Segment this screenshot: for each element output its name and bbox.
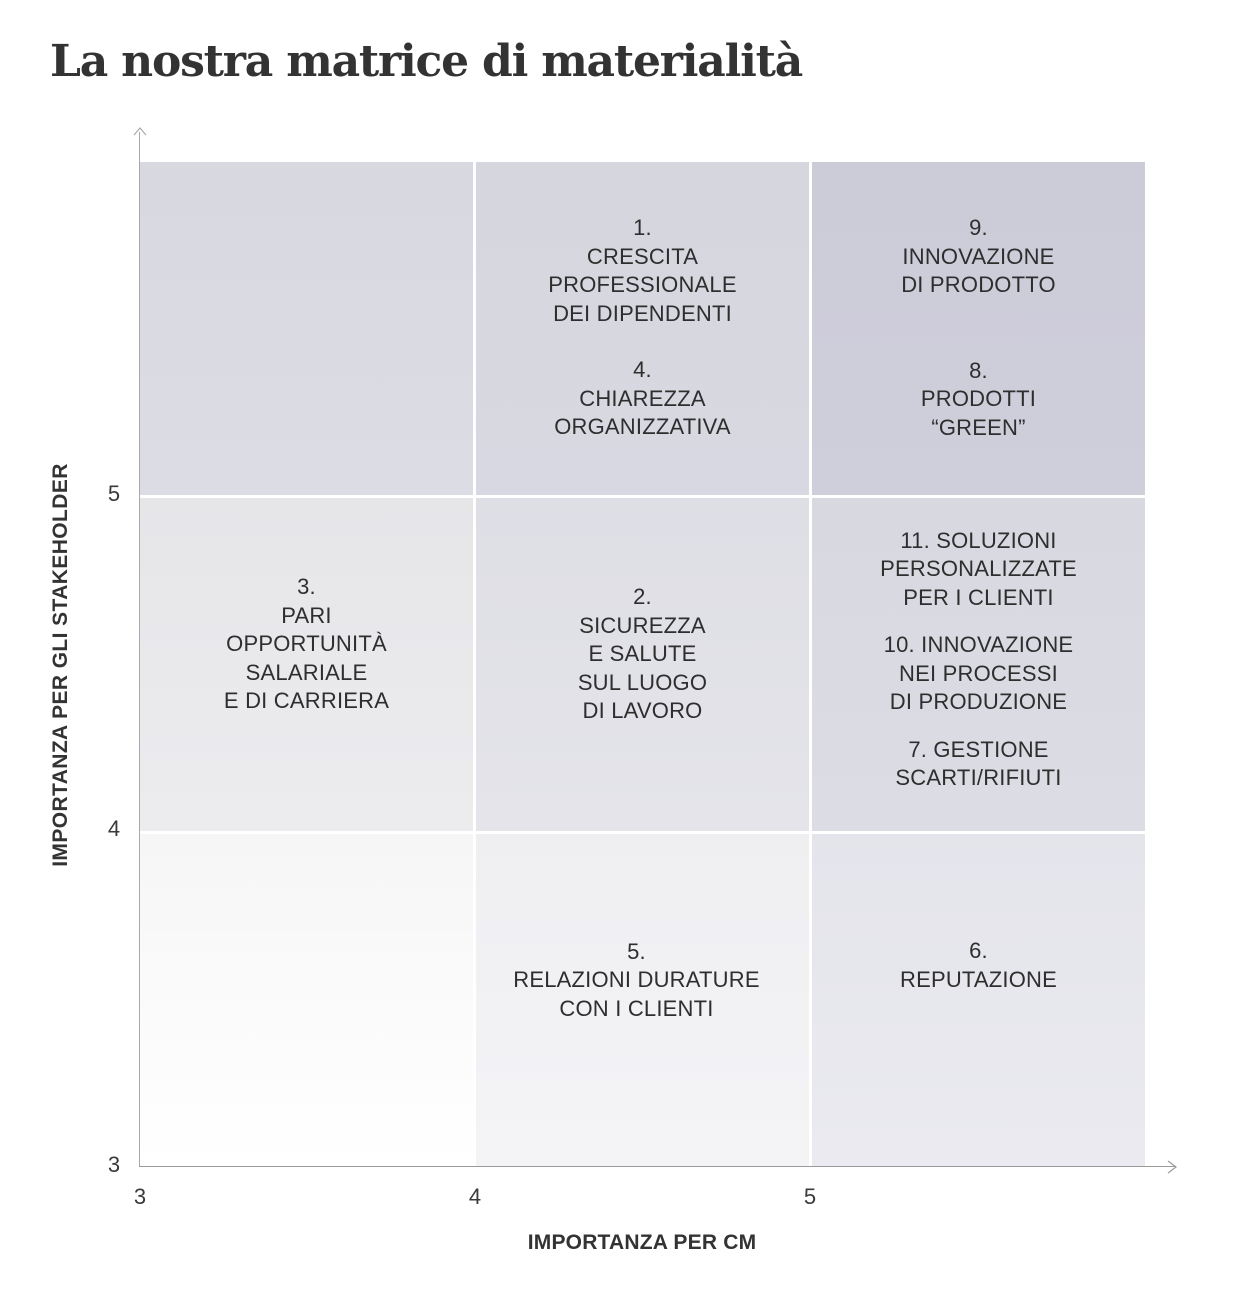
x-axis-line — [139, 1166, 1176, 1167]
topic-5-relazioni-durature: 5. RELAZIONI DURATURE CON I CLIENTI — [513, 938, 760, 1021]
y-tick-5: 5 — [107, 481, 121, 506]
cell-middle-middle: 2. SICUREZZA E SALUTE SUL LUOGO DI LAVOR… — [476, 498, 809, 831]
cell-top-middle: 1. CRESCITA PROFESSIONALE DEI DIPENDENTI… — [476, 162, 809, 495]
x-tick-5: 5 — [803, 1184, 817, 1209]
cell-bottom-left — [140, 834, 473, 1167]
y-axis-line — [139, 132, 140, 1167]
cell-top-left — [140, 162, 473, 495]
cell-middle-left: 3. PARI OPPORTUNITÀ SALARIALE E DI CARRI… — [140, 498, 473, 831]
chart-title: La nostra matrice di materialità — [50, 36, 803, 87]
topic-11-soluzioni-personalizzate: 11. SOLUZIONI PERSONALIZZATE PER I CLIEN… — [880, 527, 1077, 610]
arrow-right-icon — [1167, 1160, 1177, 1174]
topic-10-innovazione-processi: 10. INNOVAZIONE NEI PROCESSI DI PRODUZIO… — [883, 632, 1074, 714]
y-axis-label: IMPORTANZA PER GLI STAKEHOLDER — [49, 463, 72, 867]
topic-8-prodotti-green: 8. PRODOTTI “GREEN” — [920, 357, 1037, 440]
x-tick-3: 3 — [133, 1184, 147, 1209]
topic-2-sicurezza-salute: 2. SICUREZZA E SALUTE SUL LUOGO DI LAVOR… — [577, 584, 708, 724]
topic-6-reputazione: 6. REPUTAZIONE — [899, 938, 1058, 992]
cell-middle-right: 11. SOLUZIONI PERSONALIZZATE PER I CLIEN… — [812, 498, 1145, 831]
x-tick-4: 4 — [468, 1184, 482, 1209]
topic-3-pari-opportunita: 3. PARI OPPORTUNITÀ SALARIALE E DI CARRI… — [223, 574, 390, 714]
materiality-matrix: 1. CRESCITA PROFESSIONALE DEI DIPENDENTI… — [140, 162, 1145, 1167]
topic-1-crescita-professionale: 1. CRESCITA PROFESSIONALE DEI DIPENDENTI — [548, 215, 737, 326]
topic-9-innovazione-prodotto: 9. INNOVAZIONE DI PRODOTTO — [901, 215, 1056, 297]
x-axis-label: IMPORTANZA PER CM — [527, 1231, 757, 1254]
y-tick-3: 3 — [107, 1152, 121, 1177]
arrow-up-icon — [133, 127, 147, 136]
topic-7-gestione-scarti: 7. GESTIONE SCARTI/RIFIUTI — [895, 736, 1062, 791]
cell-bottom-right: 6. REPUTAZIONE — [812, 834, 1145, 1167]
y-tick-4: 4 — [107, 816, 121, 841]
topic-4-chiarezza-organizzativa: 4. CHIAREZZA ORGANIZZATIVA — [554, 357, 731, 439]
cell-bottom-middle: 5. RELAZIONI DURATURE CON I CLIENTI — [476, 834, 809, 1167]
matrix-grid: 1. CRESCITA PROFESSIONALE DEI DIPENDENTI… — [140, 162, 1145, 1167]
cell-top-right: 9. INNOVAZIONE DI PRODOTTO 8. PRODOTTI “… — [812, 162, 1145, 495]
